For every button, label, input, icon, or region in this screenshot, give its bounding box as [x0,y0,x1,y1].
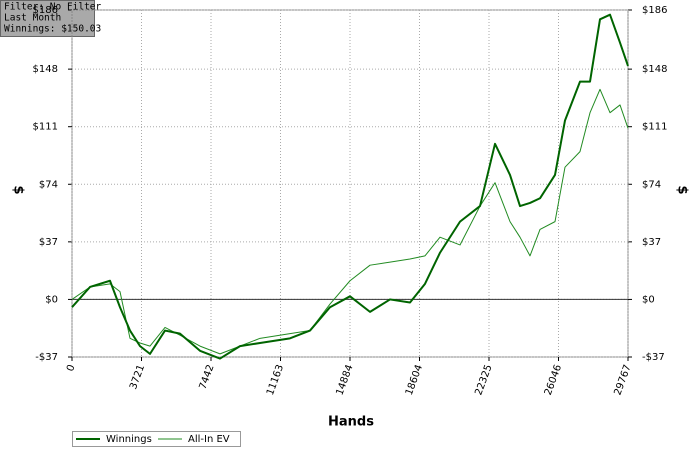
y2-tick-label: $37 [642,237,661,248]
info-text: Last Month [4,13,61,24]
y2-tick-label: $186 [642,5,667,16]
series-line [71,88,629,355]
y2-tick-label: $111 [642,122,667,133]
series-line [71,13,629,360]
y-tick-label: $186 [33,5,58,16]
x-axis-title: Hands [328,415,374,430]
legend: Winnings All-In EV [72,431,241,447]
info-box-frame [0,0,95,37]
y-tick-label: $0 [45,294,58,305]
y-tick-label: $111 [33,122,58,133]
y-tick-label: $74 [39,179,58,190]
y2-axis-title: $ [675,185,690,194]
legend-label: Winnings [106,434,152,445]
info-text: Winnings: $150.03 [4,24,101,35]
y-tick-label: $148 [33,64,58,75]
legend-frame [72,431,241,447]
y-tick-label: $37 [39,237,58,248]
y2-tick-label: $148 [642,64,667,75]
y-tick-label: -$37 [35,352,58,363]
y-axis-title: $ [11,185,26,194]
y2-tick-label: $74 [642,179,661,190]
y2-tick-label: -$37 [642,352,665,363]
info-box: Filter: No Filter Last Month Winnings: $… [0,0,102,37]
legend-label: All-In EV [188,434,230,445]
y2-tick-label: $0 [642,294,655,305]
x-tick-label: 0 [65,363,78,373]
info-text: Filter: No Filter [4,2,102,13]
